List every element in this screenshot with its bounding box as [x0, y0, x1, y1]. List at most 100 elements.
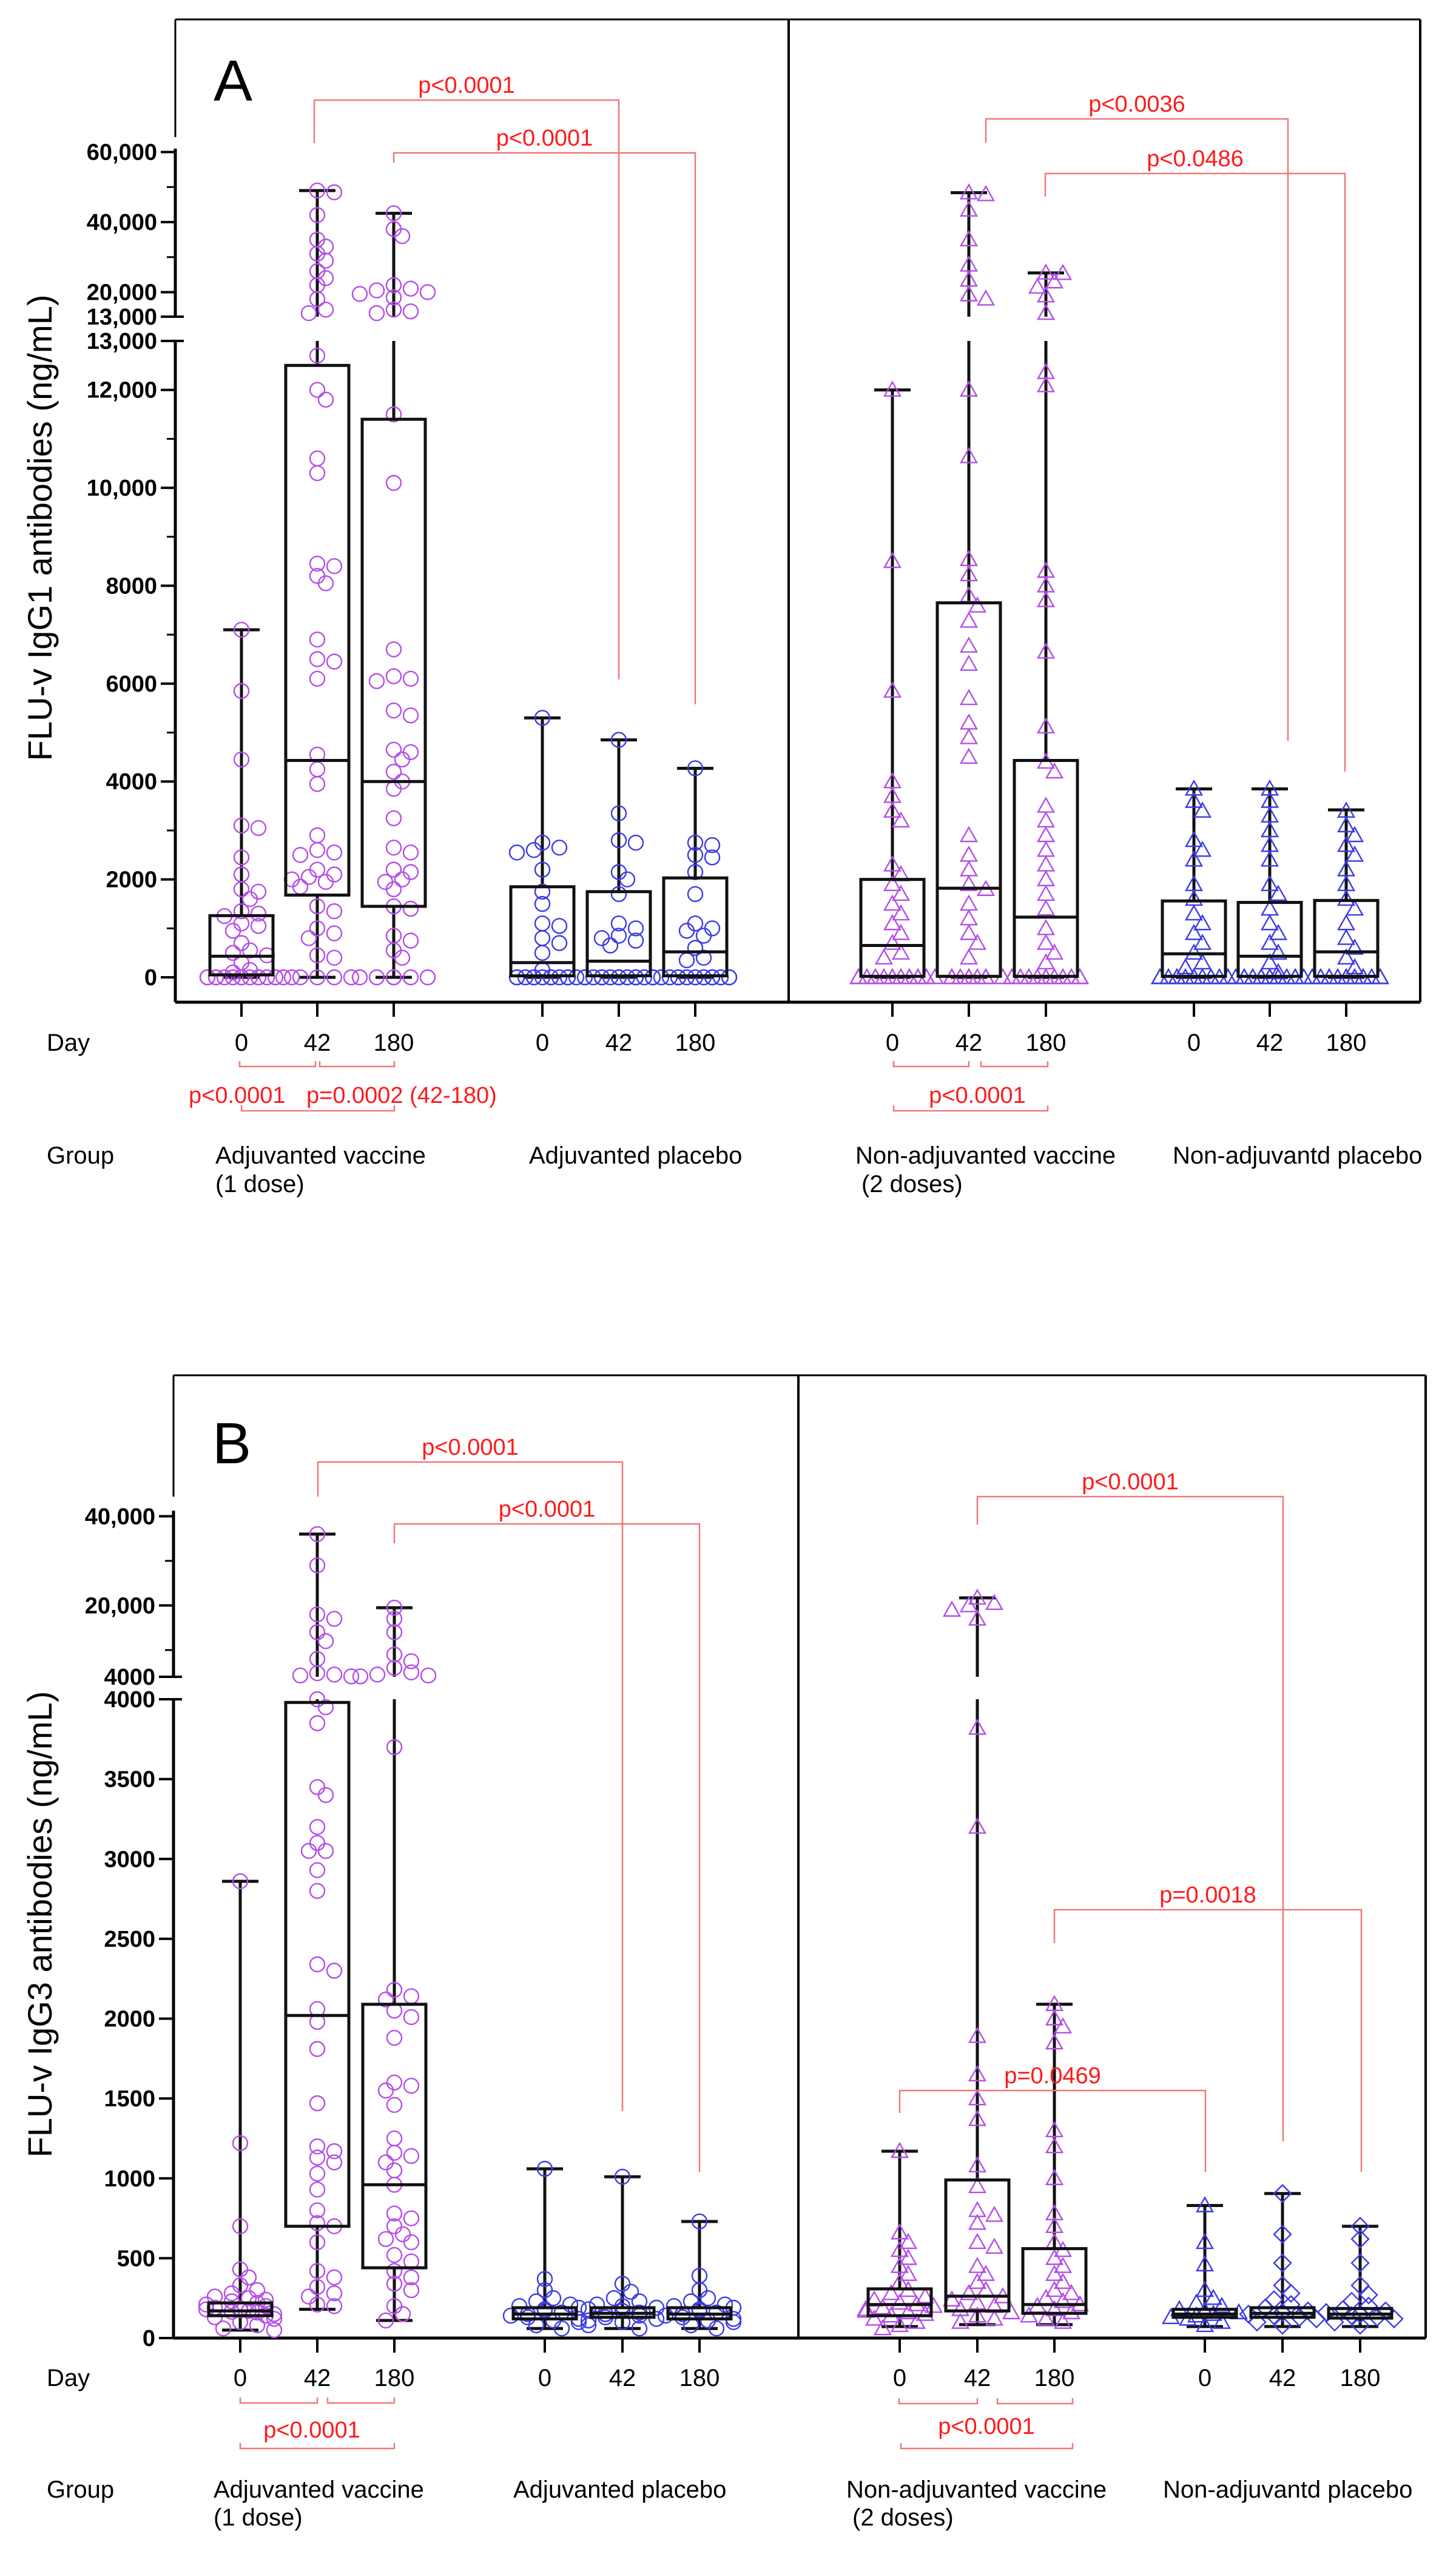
data-point [266, 2306, 283, 2322]
box-day-0: 0 [198, 1873, 283, 2391]
data-point [873, 2319, 892, 2336]
data-point [402, 900, 419, 917]
group-label-line2: (2 doses) [852, 2504, 954, 2531]
box-day-0: 0 [849, 380, 936, 1056]
data-point [351, 969, 368, 986]
data-point [233, 621, 250, 638]
day-label: 180 [1326, 1029, 1367, 1056]
within-group-test: p<0.0001 p=0.0002 (42-180) [189, 1061, 497, 1112]
comparison-bracket: p<0.0001 [976, 1469, 1284, 2142]
data-point [402, 670, 419, 687]
data-point [309, 1691, 326, 1708]
data-point [695, 928, 712, 944]
data-point [1350, 2276, 1370, 2295]
data-point [386, 2205, 403, 2222]
data-point [309, 1715, 326, 1731]
data-point [233, 935, 250, 951]
data-point [394, 949, 411, 966]
data-point [1350, 2253, 1370, 2273]
data-point [968, 934, 987, 950]
box-day-0: 0 [199, 621, 284, 1056]
y-tick-label: 4000 [104, 1687, 155, 1713]
data-point [1273, 2253, 1292, 2273]
data-point [317, 391, 334, 408]
data-point [309, 2165, 326, 2182]
box-day-0: 0 [502, 2160, 587, 2391]
box-day-42: 42 [1226, 779, 1313, 1056]
data-point [704, 920, 721, 937]
data-point [266, 2311, 283, 2327]
box-iqr [944, 2178, 1011, 2313]
data-point [309, 1956, 326, 1973]
data-point [1212, 2296, 1232, 2313]
day-label: 180 [374, 2365, 415, 2391]
data-point [1036, 376, 1056, 393]
data-point [403, 1664, 420, 1680]
data-point [1273, 2184, 1292, 2203]
data-point [1045, 762, 1064, 779]
data-point [968, 1588, 987, 1605]
within-group-test: p<0.0001 [239, 2398, 396, 2450]
box-day-0: 0 [856, 2142, 943, 2391]
data-point [386, 2029, 403, 2046]
data-point [605, 2290, 622, 2307]
data-point [240, 2269, 257, 2286]
data-point [326, 2154, 343, 2171]
p-value-label: p<0.0001 [422, 1435, 519, 1460]
data-point [1247, 2312, 1267, 2332]
data-point [300, 2288, 317, 2305]
data-point [610, 928, 627, 944]
data-point [508, 844, 525, 861]
data-point [883, 914, 902, 931]
day-label: 42 [304, 1029, 331, 1056]
data-point [610, 732, 627, 748]
data-point [1184, 831, 1204, 848]
data-point [534, 895, 551, 912]
data-point [687, 940, 704, 956]
data-point [1036, 797, 1056, 813]
data-point [1036, 826, 1056, 843]
data-point [627, 920, 644, 937]
data-point [1184, 904, 1204, 921]
data-point [708, 2320, 725, 2337]
data-point [1036, 899, 1056, 916]
bracket-line [326, 2398, 396, 2404]
bracket-line [996, 2398, 1074, 2405]
y-tick-label: 0 [144, 965, 157, 991]
data-point [678, 923, 695, 939]
data-point [292, 878, 309, 895]
p-value-label: p<0.0001 [496, 126, 593, 151]
data-point [1336, 816, 1356, 833]
data-point [386, 1981, 403, 1998]
p-value-label: p<0.0001 [189, 1083, 286, 1108]
box-iqr [662, 876, 729, 978]
group-1: Adjuvanted placebo 0 42 180 [508, 710, 742, 1169]
data-point [386, 2097, 403, 2113]
data-point [309, 1819, 326, 1835]
data-point [385, 810, 402, 827]
box-iqr [1013, 759, 1079, 978]
data-point [898, 2303, 918, 2320]
data-point [309, 382, 326, 398]
data-point [309, 450, 326, 467]
data-point [1045, 2280, 1064, 2297]
data-point [1184, 923, 1204, 940]
bracket-line [318, 1061, 396, 1068]
group-label: Non-adjuvanted vaccine [846, 2476, 1107, 2503]
data-point [1053, 263, 1073, 280]
y-tick-label: 40,000 [87, 210, 157, 235]
data-point [309, 947, 326, 963]
data-point [968, 1818, 987, 1834]
data-point [1045, 2217, 1064, 2233]
data-point [233, 751, 250, 768]
data-point [309, 348, 326, 364]
data-point [959, 923, 979, 940]
y-tick-label: 2500 [104, 1927, 155, 1952]
data-point [317, 575, 334, 591]
group-label: Non-adjuvantd placebo [1173, 1142, 1422, 1169]
data-point [377, 2154, 394, 2171]
data-point [241, 891, 258, 908]
within-group-test: p<0.0001 [898, 2398, 1074, 2450]
data-point [326, 2269, 343, 2286]
data-point [233, 881, 250, 898]
